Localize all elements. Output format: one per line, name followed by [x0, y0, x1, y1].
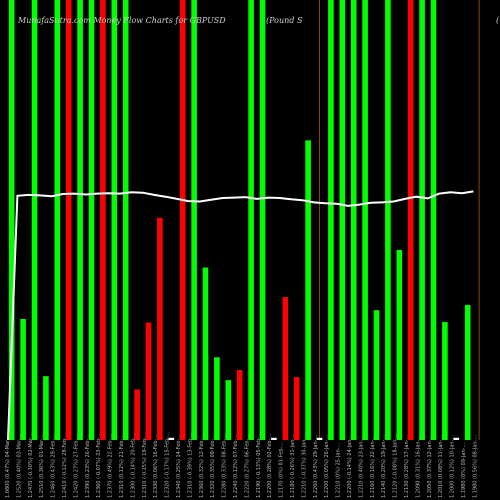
x-tick-label: 1.2010 (0.08%) 11-Jan-... — [438, 434, 444, 498]
x-tick-labels: 1.0800 (0.47%) 04-Mar-... 1.2520 (0.40%) … — [5, 431, 478, 498]
bar-down — [157, 217, 163, 440]
bar-up — [362, 0, 368, 440]
x-tick-label: 1.2360 (0.32%) 12-Feb-... — [199, 434, 205, 498]
bar-up — [259, 0, 266, 440]
bar-neutral — [453, 437, 460, 440]
x-tick-label: 1.2240 (0.12%) 07-Feb-... — [233, 434, 239, 498]
x-tick-label: 1.2160 (0.16%) 22-Jan-... — [370, 434, 376, 498]
bar-up — [442, 322, 448, 440]
x-tick-label: 1.2200 (0.05%) 26-Jan-... — [324, 434, 330, 498]
price-line — [7, 190, 474, 441]
x-tick-label: 1.2190 (-0.13%) 05-Feb-... — [256, 432, 262, 498]
bar-up — [191, 0, 197, 440]
bar-neutral — [271, 437, 277, 440]
price-line-series — [7, 190, 474, 441]
x-tick-label: 1.2220 (0.27%) 06-Feb-... — [244, 434, 250, 498]
chart-title-far-right: ( — [496, 16, 500, 25]
x-tick-label: 1.2340 (0.25%) 14-Feb-... — [176, 434, 182, 498]
x-tick-label: 1.2210 (-0.37%) 30-Jan-... — [301, 433, 307, 498]
bar-up — [54, 0, 61, 440]
x-tick-label: 1.2210 (0.40%) 23-Jan-... — [358, 434, 364, 498]
x-tick-label: 1.2280 (0.33%) 08-Feb-... — [222, 434, 228, 498]
x-tick-label: 1.2180 (-0.26%) 31-Jan-... — [290, 433, 296, 498]
x-tick-label: 1.2200 (-0.14%) 24-Jan-... — [347, 433, 353, 498]
x-tick-label: 1.2320 (0.35%) 09-Feb-... — [210, 434, 216, 498]
bar-up — [77, 0, 83, 440]
bar-down — [145, 322, 152, 440]
bar-down — [179, 0, 186, 440]
x-tick-label: 1.2410 (-0.12%) 28-Feb-... — [62, 432, 68, 498]
x-tick-label: 1.2090 (0.31%) 16-Jan-... — [415, 434, 421, 498]
bar-up — [373, 310, 380, 440]
bar-up — [305, 140, 311, 441]
bar-up — [396, 249, 403, 440]
bar-up — [419, 0, 425, 440]
bar-up — [8, 0, 15, 440]
x-tick-label: 1.2360 (-0.07%) 23-Feb-... — [96, 432, 102, 498]
chart-title-right: (Pound S — [266, 16, 303, 25]
x-tick-label: 1.2330 (0.06%) 16-Feb-... — [153, 434, 159, 498]
bar-up — [339, 0, 346, 440]
bar-down — [293, 377, 300, 440]
x-tick-label: 1.2120 (-0.08%) 18-Jan-... — [393, 433, 399, 498]
bar-up — [464, 304, 471, 440]
bar-series — [8, 0, 471, 441]
bar-up — [430, 0, 437, 440]
x-tick-label: 1.2130 (0.28%) 17-Jan-... — [404, 434, 410, 498]
x-tick-label: 1.2460 (0.43%) 29-Feb-... — [51, 434, 57, 498]
x-tick-label: 1.1980 (0%) 09-Jan-... — [461, 442, 467, 498]
bar-up — [350, 0, 357, 440]
x-tick-label: 1.2310 (-0.39%) 13-Feb-... — [187, 432, 193, 498]
bar-up — [43, 376, 49, 440]
x-tick-label: 1.2320 (-0.17%) 15-Feb-... — [165, 432, 171, 498]
x-tick-label: 1.2210 (0%) 25-Jan-... — [336, 442, 342, 498]
bar-neutral — [168, 437, 175, 440]
bar-up — [31, 0, 38, 440]
bar-up — [202, 267, 209, 440]
x-tick-label: 1.2470 (-0.30%) 02-Mar-... — [28, 431, 34, 498]
bar-up — [88, 0, 95, 440]
bar-up — [248, 0, 254, 440]
x-tick-label: 1.2300 (-0.14%) 20-Feb-... — [130, 432, 136, 498]
x-tick-label: 1.2510 (0.36%) 01-Mar-... — [39, 433, 45, 498]
bar-up — [385, 0, 391, 440]
bar-up — [214, 357, 220, 440]
bar-down — [65, 0, 72, 440]
bar-down — [407, 0, 414, 440]
x-tick-label: 1.2310 (-0.15%) 19-Feb-... — [142, 432, 148, 498]
bar-up — [111, 0, 118, 440]
x-tick-label: 1.2370 (0.49%) 22-Feb-... — [108, 434, 114, 498]
bar-down — [100, 0, 106, 440]
bar-neutral — [316, 437, 323, 440]
x-tick-label: 1.2200 (0.28%) 02-Feb-... — [267, 434, 273, 498]
bar-up — [20, 319, 26, 440]
bar-up — [122, 0, 129, 440]
x-tick-label: 1.0800 (0.47%) 04-Mar-... — [5, 433, 11, 498]
x-tick-label: 1.2310 (0.12%) 21-Feb-... — [119, 434, 125, 498]
bar-down — [282, 297, 289, 440]
x-tick-label: 1.2520 (0.40%) 03-Mar-... — [16, 433, 22, 498]
bar-up — [225, 380, 232, 440]
x-tick-label: 1.2390 (0.23%) 26-Feb-... — [85, 434, 91, 498]
x-tick-label: 1.2000 (0.12%) 10-Jan-... — [450, 434, 456, 498]
x-tick-label: 1.1980 (0.56%) 08-Jan-... — [472, 434, 478, 498]
chart-title: MunafaSutra.com Money Flow Charts for GB… — [17, 16, 226, 25]
x-tick-label: 1.2170 (0%) 01-Feb-... — [279, 441, 285, 498]
x-tick-label: 1.2260 (0.43%) 29-Jan-... — [313, 434, 319, 498]
x-tick-label: 1.2050 (0.37%) 12-Jan-... — [427, 434, 433, 498]
bar-up — [328, 0, 334, 440]
bar-down — [134, 389, 140, 440]
bar-down — [236, 370, 243, 440]
x-tick-label: 1.2140 (0.20%) 19-Jan-... — [381, 434, 387, 498]
x-tick-label: 1.2420 (0.27%) 27-Feb-... — [73, 434, 79, 498]
